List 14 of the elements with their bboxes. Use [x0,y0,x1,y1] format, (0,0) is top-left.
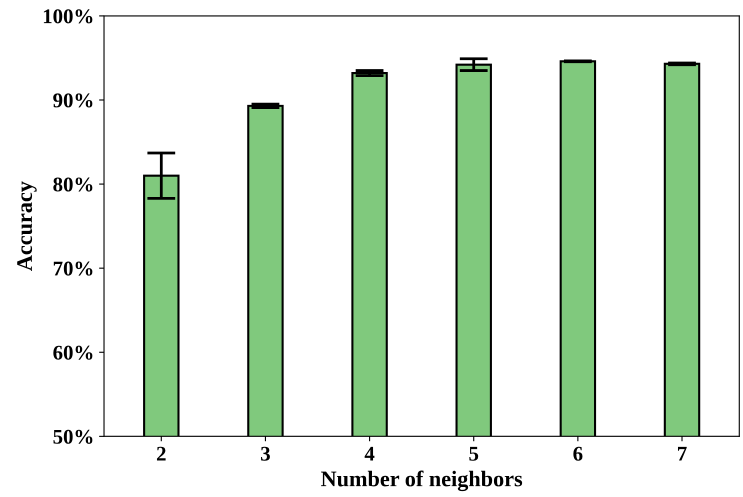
x-tick-label: 7 [678,446,687,461]
y-tick-label: 100% [44,9,92,24]
y-tick-label: 80% [53,177,92,192]
y-tick-label: 60% [53,346,92,360]
y-tick-label: 90% [53,93,92,108]
x-axis-title: Number of neighbors [321,470,522,492]
y-tick-label: 70% [54,262,92,276]
x-tick-label: 3 [261,446,270,461]
x-tick-label: 6 [573,446,582,461]
y-tick-label: 50% [53,430,92,444]
x-tick-label: 2 [156,446,166,461]
x-tick-label: 5 [469,446,478,461]
x-tick-label: 4 [364,446,374,461]
y-axis-title: Accuracy [17,181,37,271]
